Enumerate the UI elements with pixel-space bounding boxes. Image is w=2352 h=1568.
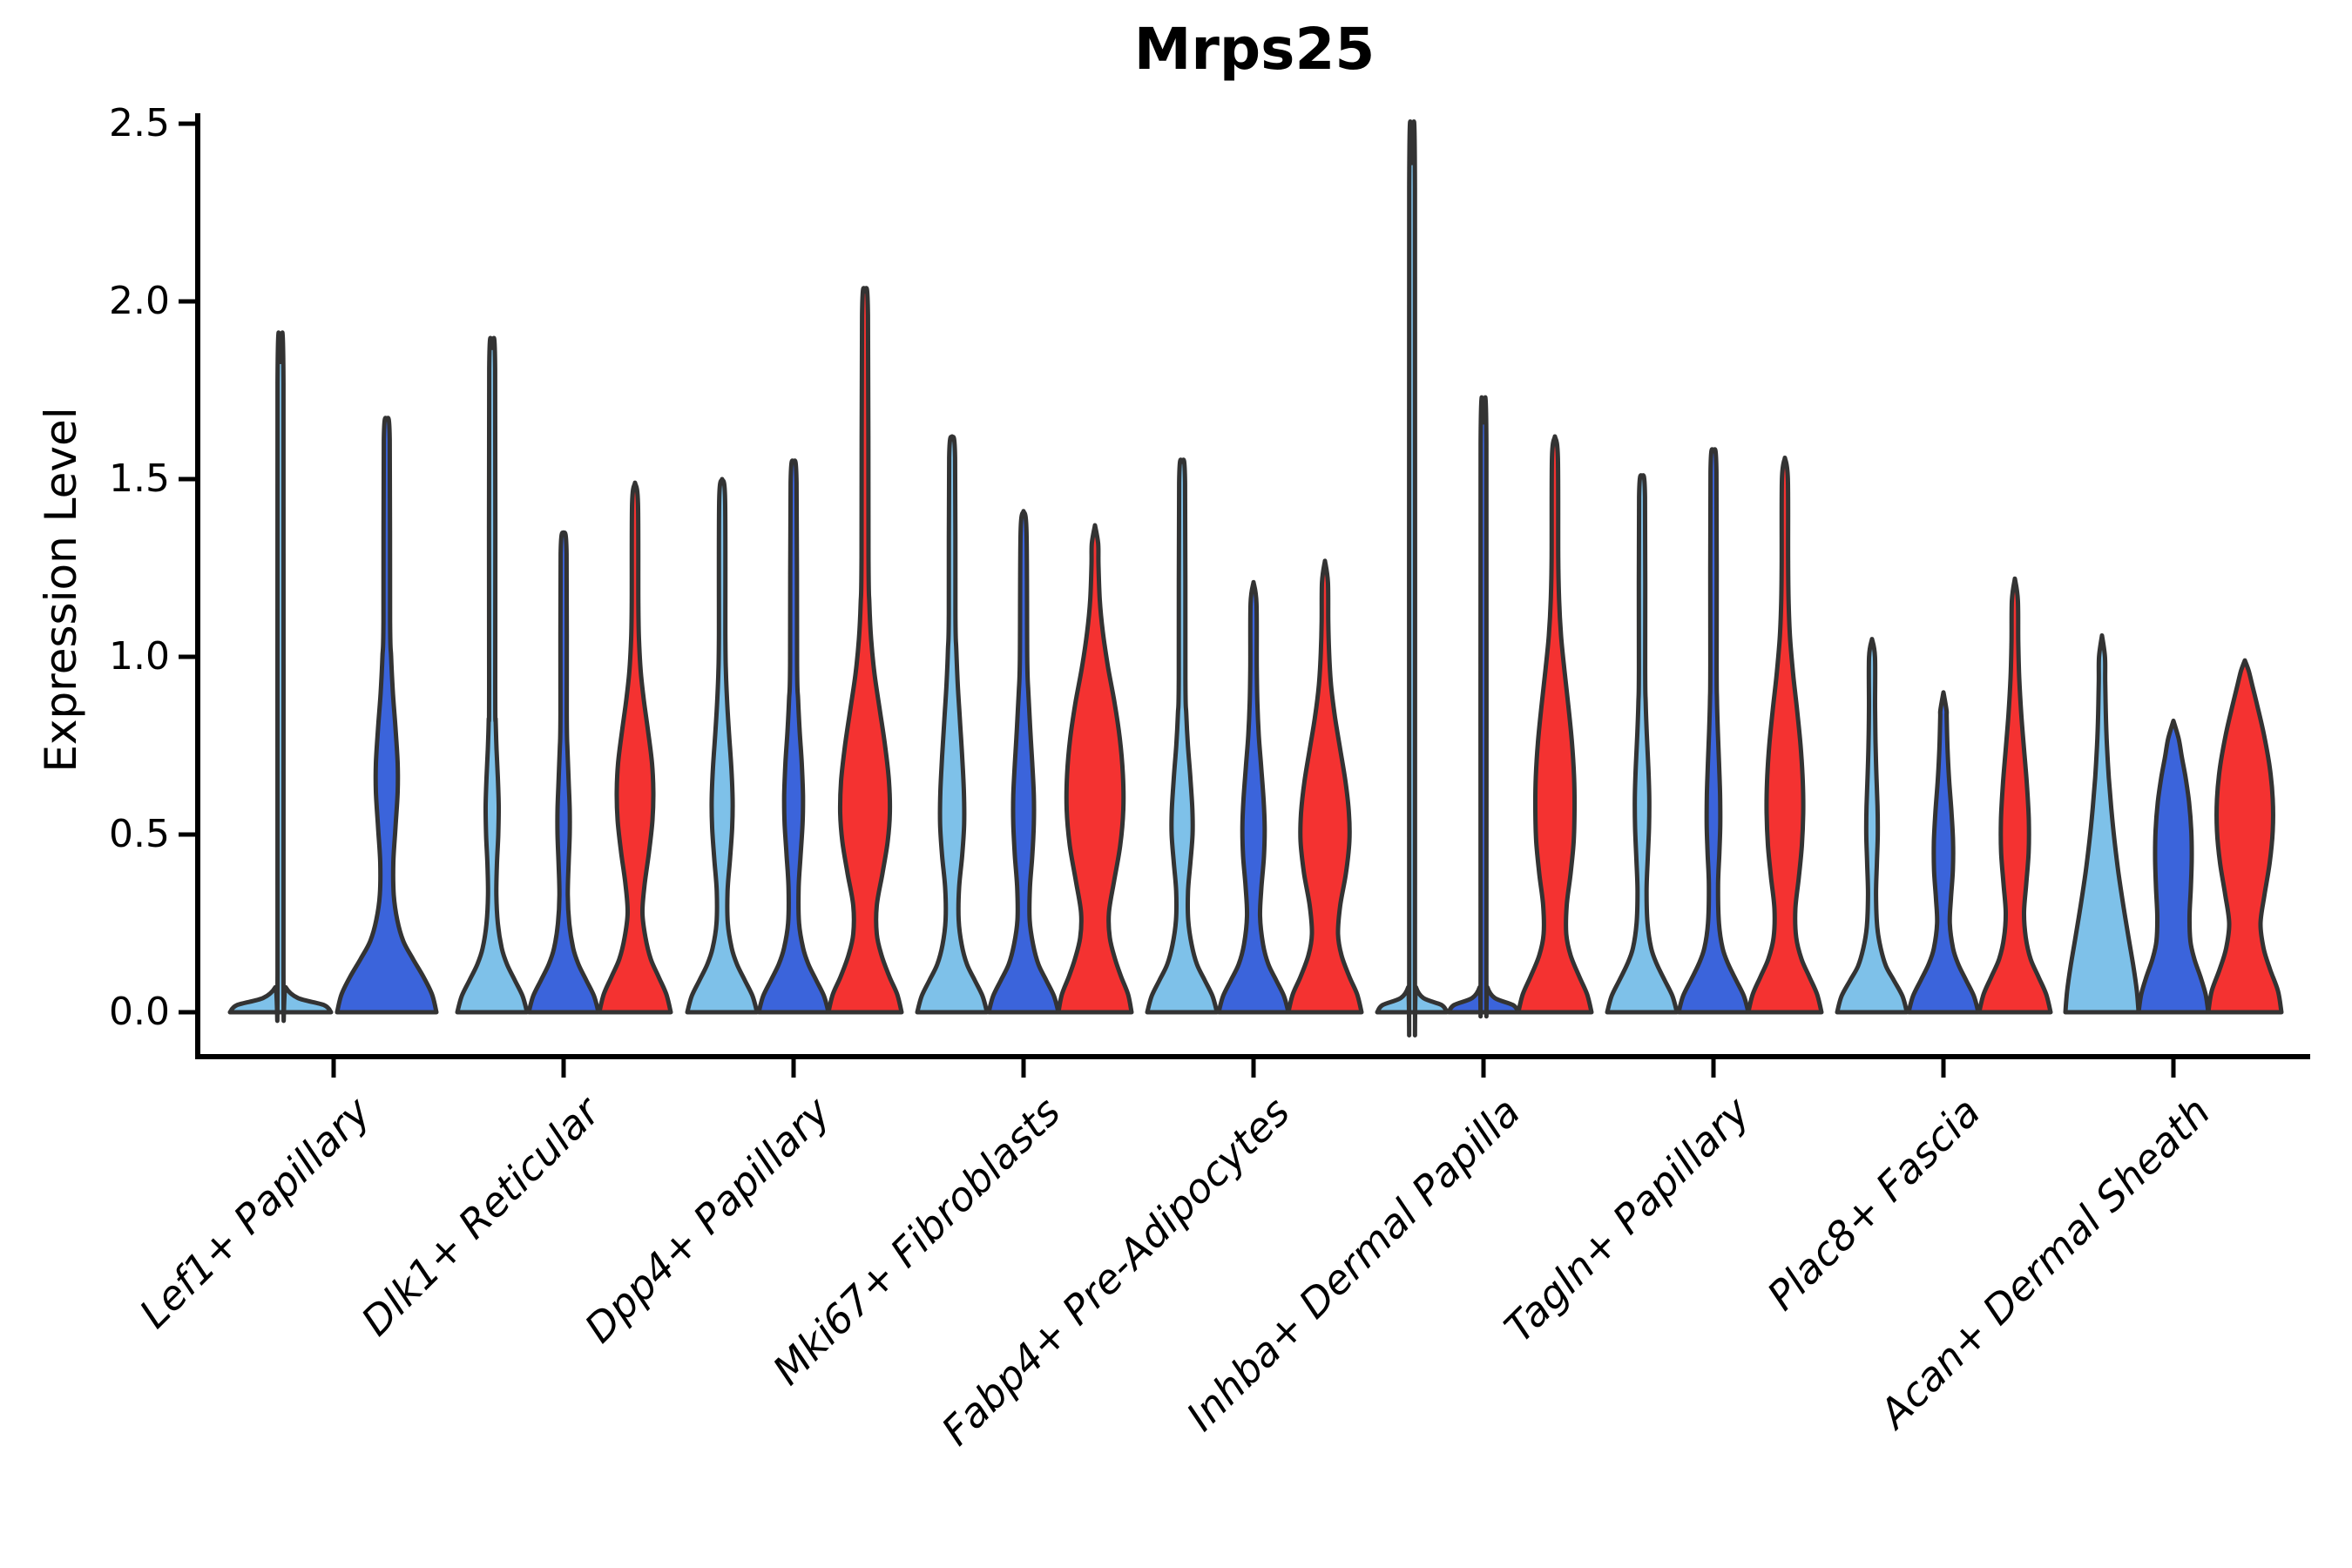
- violin-plac8-red: [1977, 576, 2053, 1015]
- y-tick-label: 1.5: [109, 456, 170, 501]
- violin-inhba-lightblue: [1375, 119, 1450, 1037]
- violin-plac8-lightblue: [1835, 637, 1909, 1015]
- violin-mki67-red: [1056, 523, 1134, 1015]
- violin-lef1-blue: [335, 416, 439, 1015]
- y-tick-label: 0.0: [109, 990, 170, 1034]
- violin-dlk1-lightblue: [455, 335, 530, 1015]
- plot-title: Mrps25: [1133, 16, 1375, 83]
- violin-dpp4-lightblue: [685, 476, 760, 1015]
- y-tick-label: 2.0: [109, 279, 170, 323]
- violin-plac8-blue: [1906, 690, 1981, 1015]
- violin-lef1-lightblue: [227, 330, 334, 1024]
- violin-dpp4-red: [826, 286, 904, 1015]
- violin-dpp4-blue: [756, 458, 831, 1015]
- y-axis-label: Expression Level: [36, 407, 86, 773]
- violin-mki67-lightblue: [915, 434, 990, 1015]
- violin-fabp4-red: [1286, 558, 1364, 1015]
- violin-tagln-blue: [1676, 447, 1751, 1015]
- violin-inhba-blue: [1446, 395, 1521, 1019]
- violin-fabp4-blue: [1216, 579, 1291, 1015]
- violin-acan-red: [2206, 658, 2284, 1015]
- y-tick-label: 0.5: [109, 812, 170, 856]
- violin-inhba-red: [1516, 434, 1594, 1015]
- violin-tagln-lightblue: [1605, 473, 1680, 1015]
- violin-acan-blue: [2136, 718, 2211, 1015]
- y-tick-label: 2.5: [109, 101, 170, 145]
- violin-mki67-blue: [986, 509, 1061, 1015]
- violin-dlk1-blue: [526, 530, 601, 1015]
- violin-tagln-red: [1746, 456, 1824, 1015]
- violin-dlk1-red: [597, 480, 673, 1015]
- y-tick-label: 1.0: [109, 634, 170, 679]
- violin-acan-lightblue: [2063, 633, 2141, 1015]
- violin-fabp4-lightblue: [1145, 457, 1220, 1015]
